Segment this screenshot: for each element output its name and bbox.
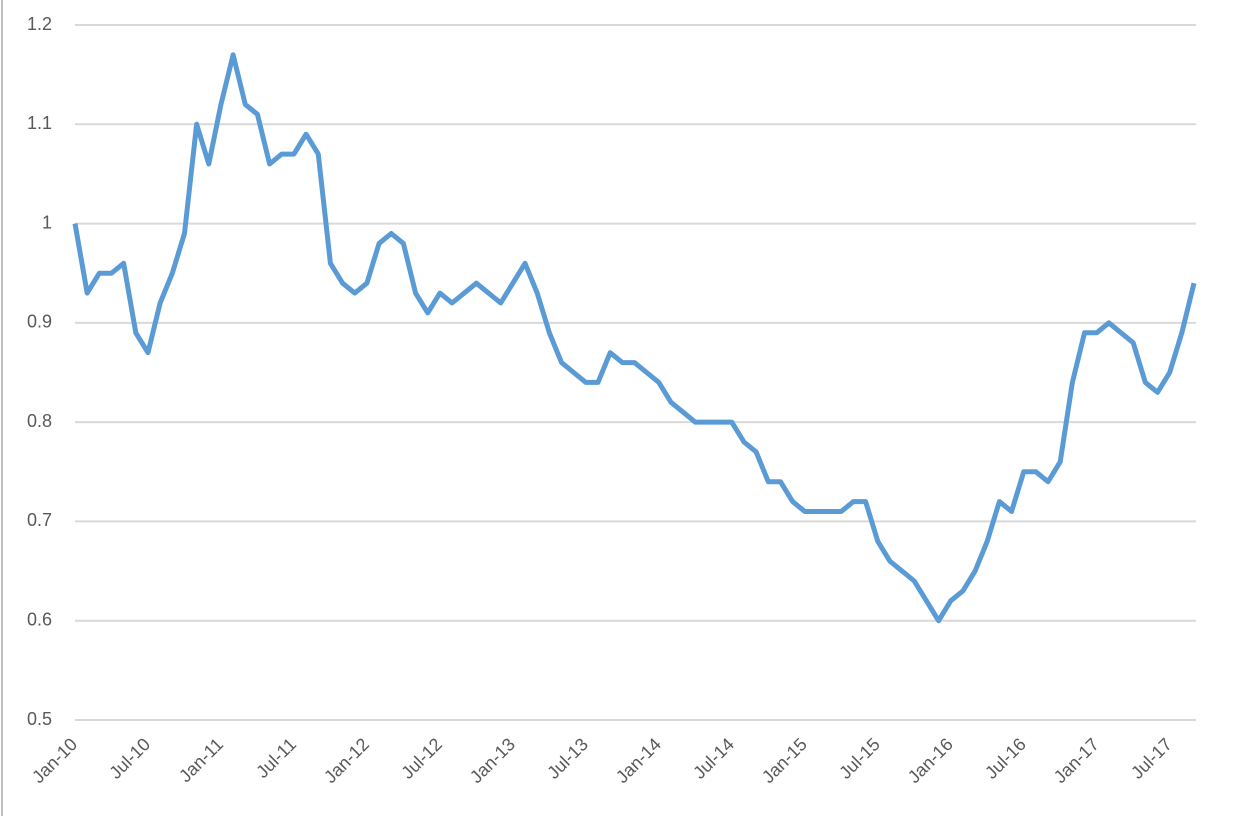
- y-tick-label: 0.9: [27, 312, 52, 332]
- y-tick-label: 0.6: [27, 609, 52, 629]
- y-tick-label: 1.2: [27, 14, 52, 34]
- y-tick-label: 1: [42, 212, 52, 232]
- y-tick-label: 0.7: [27, 510, 52, 530]
- y-tick-label: 1.1: [27, 113, 52, 133]
- y-tick-label: 0.8: [27, 411, 52, 431]
- y-tick-label: 0.5: [27, 709, 52, 729]
- data-line: [72, 52, 1197, 624]
